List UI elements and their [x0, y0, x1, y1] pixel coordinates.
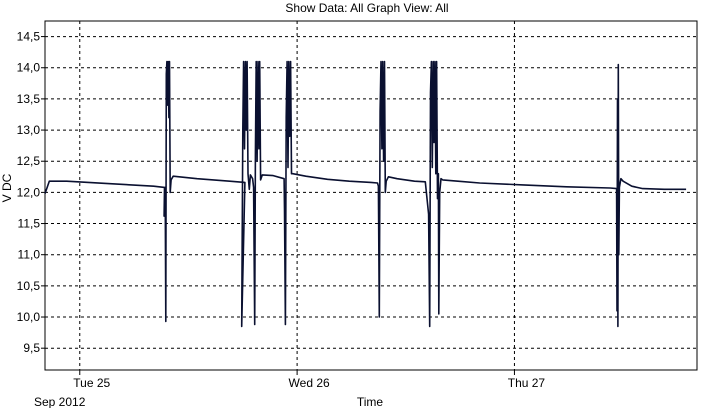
grid: [45, 21, 697, 370]
x-tick-label: Wed 26: [289, 376, 330, 390]
y-tick-label: 13,0: [17, 123, 41, 137]
y-tick-label: 12,5: [17, 154, 41, 168]
y-tick-label: 11,0: [18, 248, 41, 262]
x-axis: Tue 25 Wed 26 Thu 27: [73, 370, 545, 390]
plot-area: [44, 20, 698, 371]
y-tick-label: 14,5: [17, 30, 41, 44]
y-tick-label: 10,0: [17, 310, 41, 324]
chart-title: Show Data: All Graph View: All: [285, 1, 448, 15]
y-tick-label: 9,5: [23, 341, 40, 355]
y-tick-label: 12,0: [17, 185, 41, 199]
y-axis: 9,5 10,0 10,5 11,0 11,5 12,0 12,5 13,0 13,5 14,0 1…: [17, 30, 45, 355]
y-tick-label: 11,5: [18, 217, 41, 231]
y-axis-label: V DC: [0, 173, 14, 202]
series-group: [44, 60, 687, 328]
y-tick-label: 14,0: [17, 61, 41, 75]
y-tick-label: 10,5: [17, 279, 41, 293]
x-tick-label: Thu 27: [508, 376, 546, 390]
x-tick-label: Tue 25: [73, 376, 110, 390]
y-tick-label: 13,5: [17, 92, 41, 106]
x-axis-label: Time: [357, 395, 384, 408]
x-axis-start-label: Sep 2012: [34, 395, 86, 408]
series-line: [44, 60, 687, 328]
